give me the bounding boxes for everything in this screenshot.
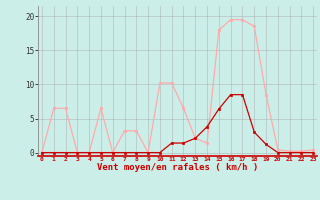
X-axis label: Vent moyen/en rafales ( km/h ): Vent moyen/en rafales ( km/h ) <box>97 163 258 172</box>
